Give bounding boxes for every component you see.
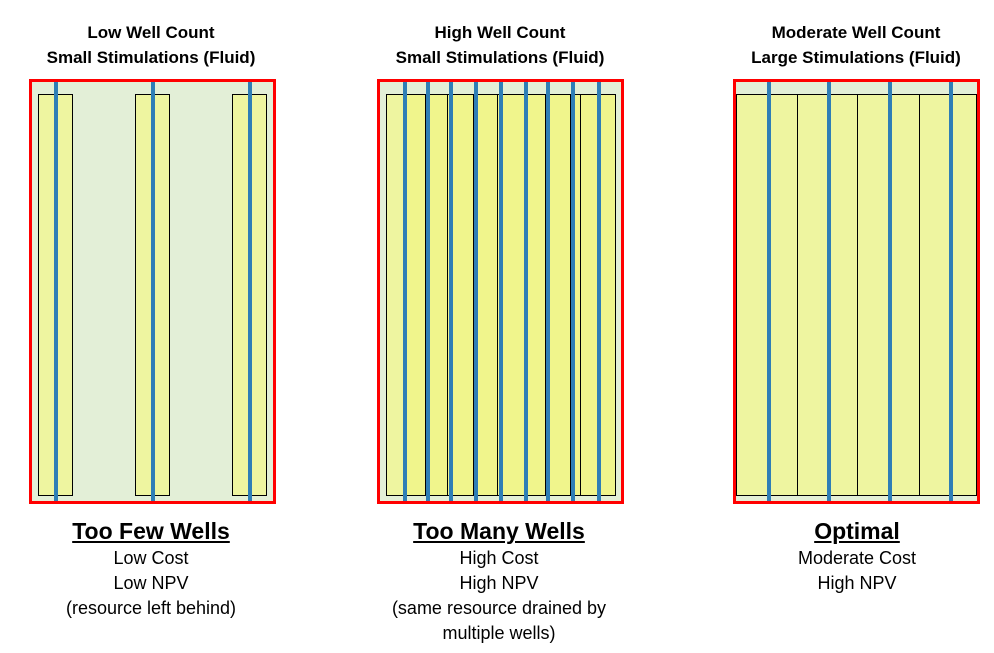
caption-line: multiple wells) xyxy=(442,623,556,643)
panel-title-line1: High Well Count xyxy=(434,23,566,42)
caption-line: (resource left behind) xyxy=(65,598,237,618)
caption-line: Low NPV xyxy=(113,573,189,593)
stimulated-zone xyxy=(919,94,977,496)
caption-too-many-wells: Too Many Wells High Cost High NPV (same … xyxy=(369,516,629,646)
wellbore-icon xyxy=(546,82,550,501)
wellbore-icon xyxy=(888,82,892,501)
caption-title: Too Few Wells xyxy=(72,518,230,544)
caption-too-few-wells: Too Few Wells Low Cost Low NPV (resource… xyxy=(21,516,281,621)
panel-title-line1: Low Well Count xyxy=(87,23,215,42)
wellbore-icon xyxy=(571,82,575,501)
wellbore-icon xyxy=(403,82,407,501)
panel-title-low-well-count: Low Well Count Small Stimulations (Fluid… xyxy=(21,20,281,70)
wellbore-icon xyxy=(827,82,831,501)
wellbore-icon xyxy=(597,82,601,501)
caption-line: Low Cost xyxy=(113,548,189,568)
wellbore-icon xyxy=(151,82,155,501)
panel-title-line2: Small Stimulations (Fluid) xyxy=(395,48,605,67)
wellbore-icon xyxy=(499,82,503,501)
wellbore-icon xyxy=(248,82,252,501)
wellbore-icon xyxy=(449,82,453,501)
reservoir-frame-too-few-wells xyxy=(29,79,276,504)
wellbore-icon xyxy=(524,82,528,501)
wellbore-icon xyxy=(949,82,953,501)
caption-line: Moderate Cost xyxy=(797,548,917,568)
caption-line: High NPV xyxy=(817,573,897,593)
caption-title: Too Many Wells xyxy=(413,518,585,544)
caption-line: High NPV xyxy=(459,573,539,593)
caption-line: (same resource drained by xyxy=(391,598,607,618)
caption-title: Optimal xyxy=(814,518,900,544)
caption-optimal: Optimal Moderate Cost High NPV xyxy=(727,516,987,596)
wellbore-icon xyxy=(54,82,58,501)
wellbore-icon xyxy=(474,82,478,501)
reservoir-frame-optimal xyxy=(733,79,980,504)
panel-title-line2: Small Stimulations (Fluid) xyxy=(46,48,256,67)
wellbore-icon xyxy=(426,82,430,501)
caption-line: High Cost xyxy=(459,548,539,568)
panel-title-moderate-well-count: Moderate Well Count Large Stimulations (… xyxy=(726,20,986,70)
reservoir-frame-too-many-wells xyxy=(377,79,624,504)
wellbore-icon xyxy=(767,82,771,501)
panel-title-high-well-count: High Well Count Small Stimulations (Flui… xyxy=(370,20,630,70)
panel-title-line2: Large Stimulations (Fluid) xyxy=(751,48,961,67)
panel-title-line1: Moderate Well Count xyxy=(771,23,941,42)
